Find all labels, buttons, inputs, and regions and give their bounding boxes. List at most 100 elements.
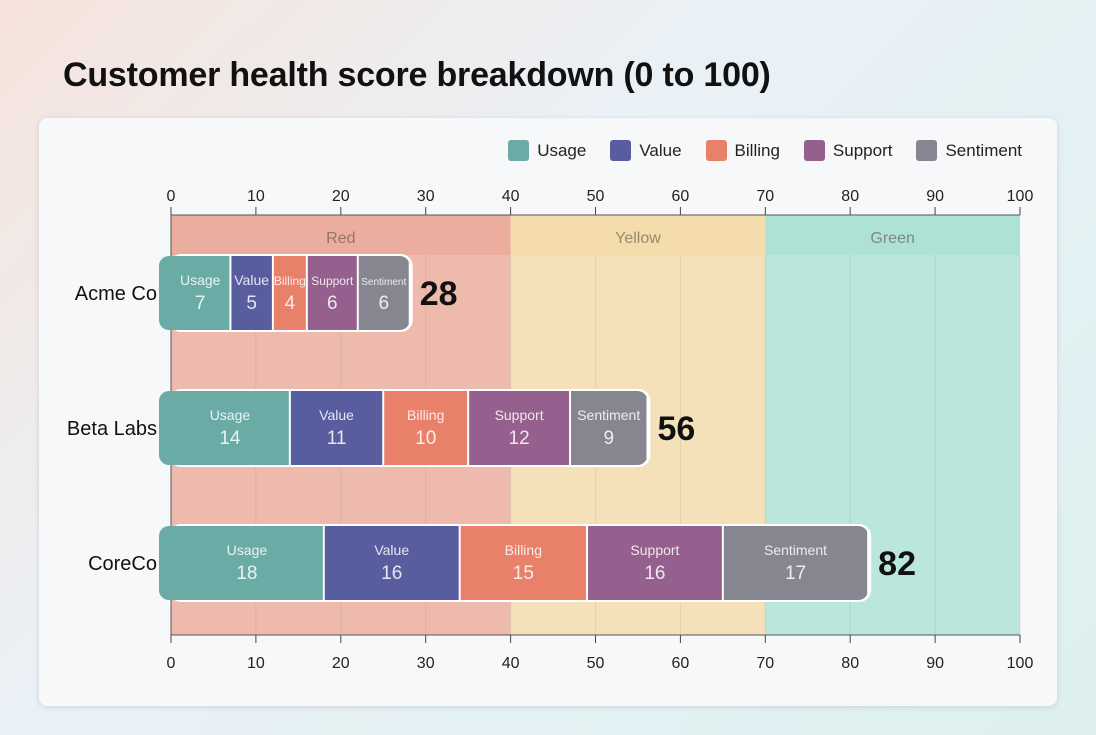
total-label: 82 — [878, 545, 916, 583]
segment-value-label: 18 — [236, 563, 257, 584]
x-tick-label-bottom: 50 — [587, 655, 605, 672]
bar-segment-sentiment — [571, 391, 647, 465]
x-tick-label-top: 70 — [756, 188, 774, 205]
legend-item-sentiment: Sentiment — [916, 140, 1022, 161]
segment-value-label: 6 — [327, 293, 338, 314]
legend: Usage Value Billing Support Sentiment — [508, 140, 1022, 161]
bar-group — [159, 526, 868, 600]
bar-segment-usage — [159, 391, 289, 465]
x-tick-label-top: 90 — [926, 188, 944, 205]
segment-name-label: Sentiment — [361, 277, 406, 288]
bar-segment-support — [469, 391, 570, 465]
bar-segment-billing — [273, 256, 306, 330]
band-header-red — [171, 215, 511, 255]
x-tick-label-bottom: 60 — [672, 655, 690, 672]
segment-name-label: Usage — [180, 272, 221, 288]
legend-label: Value — [639, 140, 682, 160]
legend-item-value: Value — [610, 140, 682, 161]
legend-label: Usage — [537, 140, 587, 160]
x-tick-label-bottom: 10 — [247, 655, 265, 672]
bar-segment-usage — [159, 256, 230, 330]
segment-name-label: Billing — [407, 407, 444, 423]
x-tick-label-top: 50 — [587, 188, 605, 205]
x-tick-label-bottom: 20 — [332, 655, 350, 672]
bar-segment-value — [231, 256, 272, 330]
category-label: Acme Co — [75, 283, 157, 305]
segment-name-label: Support — [495, 407, 544, 423]
bar-group — [159, 391, 647, 465]
x-tick-label-bottom: 80 — [841, 655, 859, 672]
legend-item-usage: Usage — [508, 140, 586, 161]
bar-segment-value — [324, 526, 459, 600]
segment-value-label: 16 — [644, 563, 665, 584]
segment-value-label: 14 — [219, 428, 241, 449]
bar-segment-support — [588, 526, 722, 600]
segment-value-label: 10 — [415, 428, 436, 449]
segment-value-label: 12 — [509, 428, 530, 449]
x-tick-label-top: 30 — [417, 188, 435, 205]
bar-segment-billing — [384, 391, 468, 465]
bar-segment-sentiment — [358, 256, 409, 330]
x-tick-label-top: 20 — [332, 188, 350, 205]
category-label: Beta Labs — [67, 418, 157, 440]
total-label: 28 — [420, 275, 458, 313]
segment-name-label: Sentiment — [577, 407, 640, 423]
segment-value-label: 4 — [285, 293, 296, 314]
x-tick-label-bottom: 70 — [756, 655, 774, 672]
legend-swatch — [508, 140, 530, 161]
x-tick-label-top: 10 — [247, 188, 265, 205]
x-tick-label-bottom: 40 — [502, 655, 520, 672]
band-label: Green — [870, 230, 914, 247]
bar-segment-value — [290, 391, 383, 465]
segment-name-label: Value — [374, 542, 409, 558]
legend-label: Billing — [734, 140, 780, 160]
segment-value-label: 7 — [195, 293, 206, 314]
x-tick-label-bottom: 0 — [167, 655, 176, 672]
segment-value-label: 9 — [603, 428, 614, 449]
segment-value-label: 17 — [785, 563, 806, 584]
band-header-yellow — [510, 215, 766, 255]
x-tick-label-top: 40 — [502, 188, 520, 205]
x-tick-label-top: 100 — [1007, 188, 1034, 205]
legend-swatch — [916, 140, 938, 161]
x-tick-label-top: 80 — [841, 188, 859, 205]
bar-group — [159, 256, 409, 330]
segment-value-label: 15 — [513, 563, 534, 584]
segment-value-label: 16 — [381, 563, 402, 584]
legend-item-support: Support — [803, 140, 893, 161]
segment-name-label: Usage — [210, 407, 251, 423]
segment-name-label: Usage — [227, 542, 268, 558]
legend-item-billing: Billing — [705, 140, 780, 161]
segment-value-label: 5 — [246, 293, 257, 314]
total-label: 56 — [657, 410, 695, 448]
band-label: Red — [326, 230, 355, 247]
segment-name-label: Billing — [505, 542, 542, 558]
legend-label: Support — [832, 140, 893, 160]
x-tick-label-top: 0 — [167, 188, 176, 205]
band-label: Yellow — [615, 230, 661, 247]
bar-segment-usage — [159, 526, 323, 600]
segment-name-label: Value — [234, 272, 269, 288]
legend-swatch — [610, 140, 632, 161]
legend-swatch — [803, 140, 825, 161]
legend-label: Sentiment — [945, 140, 1022, 160]
segment-name-label: Value — [319, 407, 354, 423]
band-header-green — [765, 215, 1020, 255]
x-tick-label-top: 60 — [672, 188, 690, 205]
segment-name-label: Support — [630, 542, 679, 558]
x-tick-label-bottom: 90 — [926, 655, 944, 672]
segment-value-label: 6 — [378, 293, 389, 314]
x-tick-label-bottom: 100 — [1007, 655, 1034, 672]
category-label: CoreCo — [88, 553, 157, 575]
legend-swatch — [705, 140, 727, 161]
x-tick-label-bottom: 30 — [417, 655, 435, 672]
segment-name-label: Sentiment — [764, 542, 827, 558]
bar-segment-billing — [460, 526, 587, 600]
chart-title: Customer health score breakdown (0 to 10… — [63, 56, 771, 94]
segment-name-label: Support — [311, 274, 354, 288]
segment-name-label: Billing — [274, 274, 306, 288]
bar-segment-sentiment — [723, 526, 868, 600]
bar-segment-support — [307, 256, 357, 330]
segment-value-label: 11 — [327, 428, 347, 449]
